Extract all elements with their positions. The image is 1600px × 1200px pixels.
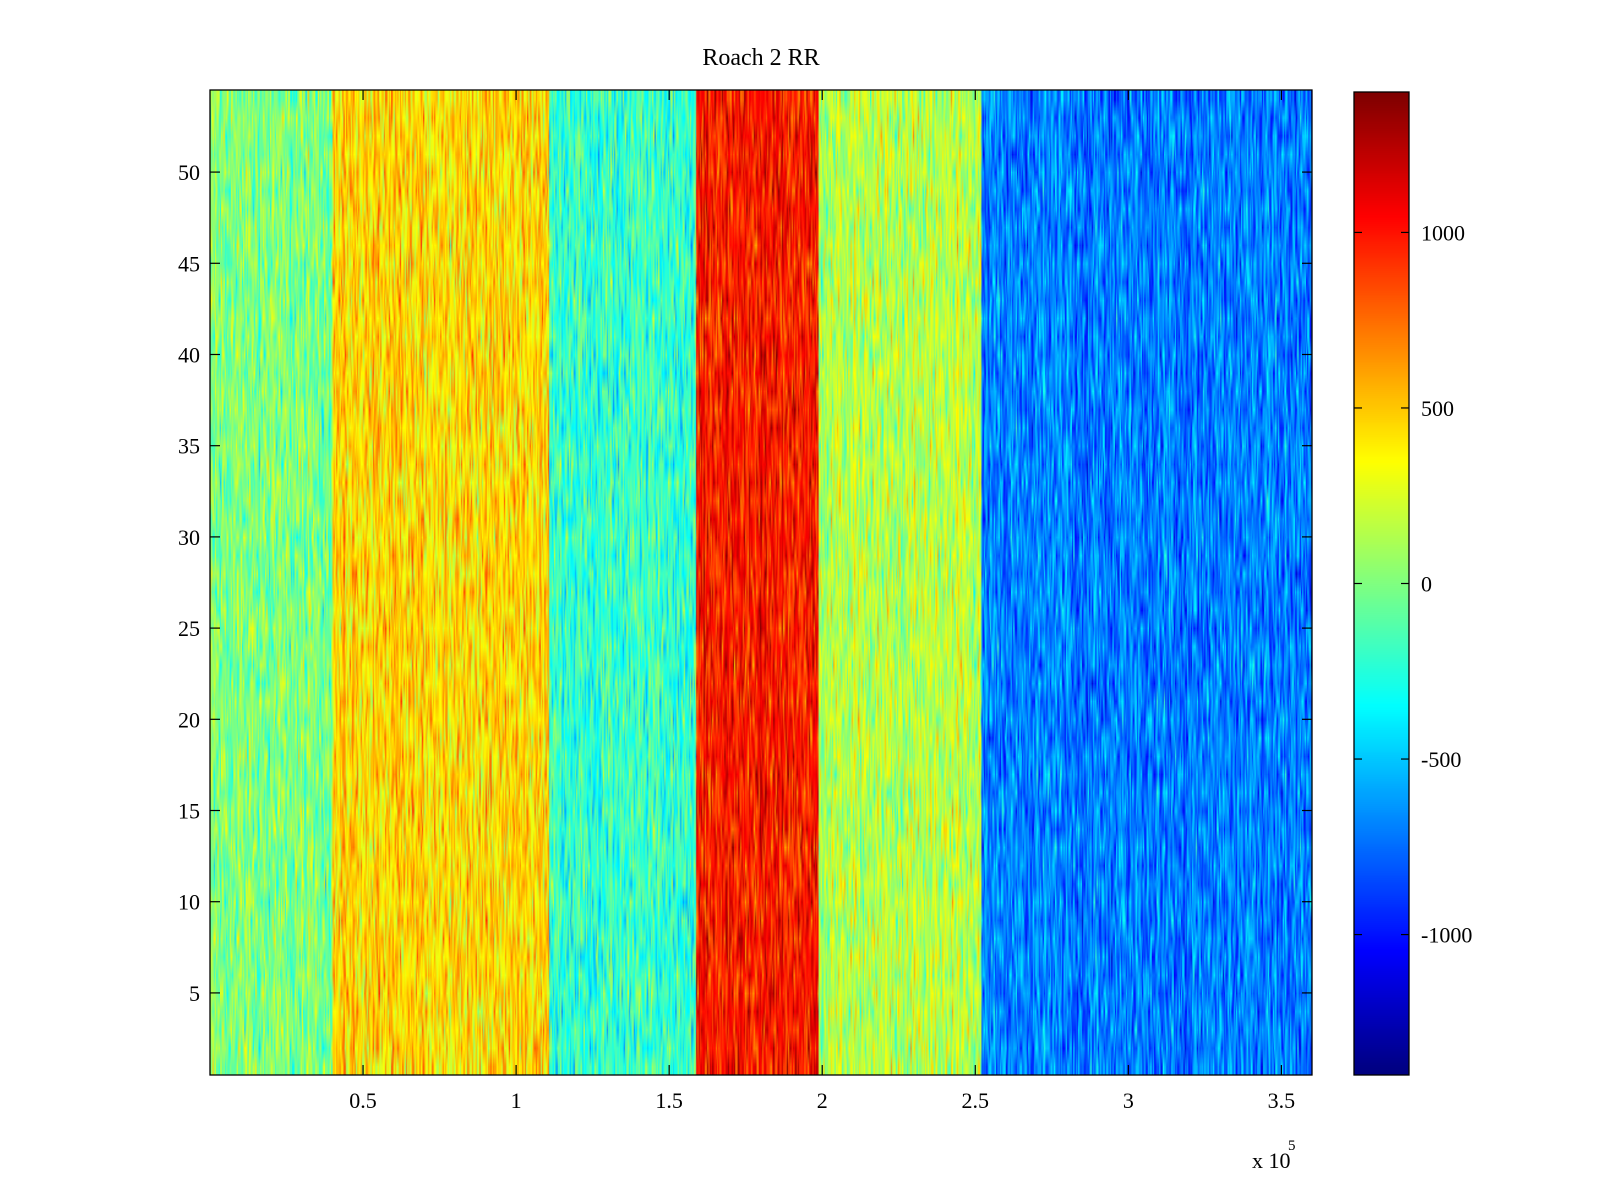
y-tick-label: 25: [178, 616, 200, 641]
y-tick-label: 5: [189, 981, 200, 1006]
x-tick-label: 2: [817, 1088, 828, 1113]
x-multiplier-label: x 10: [1252, 1148, 1291, 1173]
x-tick-label: 3: [1123, 1088, 1134, 1113]
colorbar-tick-label: -1000: [1421, 923, 1472, 948]
y-axis: 5 10 15 20 25 30 35 40 45 50: [178, 160, 1312, 1006]
x-tick-label: 0.5: [349, 1088, 377, 1113]
x-tick-label: 3.5: [1268, 1088, 1296, 1113]
chart-title: Roach 2 RR: [702, 45, 819, 71]
y-tick-label: 40: [178, 342, 200, 367]
colorbar-tick-label: 1000: [1421, 220, 1465, 245]
colorbar-tick-label: 0: [1421, 572, 1432, 597]
heatmap-plot-area: [209, 89, 1313, 1076]
x-tick-label: 1.5: [655, 1088, 683, 1113]
y-tick-label: 10: [178, 890, 200, 915]
colorbar-tick-label: 500: [1421, 396, 1454, 421]
x-tick-label: 2.5: [962, 1088, 990, 1113]
colorbar-tick-label: -500: [1421, 747, 1461, 772]
colorbar-ticks: 1000 500 0 -500 -1000: [1354, 220, 1472, 948]
x-multiplier-exponent: 5: [1288, 1138, 1296, 1154]
x-axis: 0.5 1 1.5 2 2.5 3 3.5: [349, 90, 1295, 1113]
y-tick-label: 45: [178, 251, 200, 276]
colorbar-gradient: [1354, 92, 1409, 1075]
x-tick-label: 1: [511, 1088, 522, 1113]
y-tick-label: 35: [178, 434, 200, 459]
plot-frame: [209, 89, 1313, 1076]
heatmap-image: [210, 90, 1312, 1075]
y-tick-label: 30: [178, 525, 200, 550]
y-tick-label: 20: [178, 707, 200, 732]
colorbar: 1000 500 0 -500 -1000: [1353, 91, 1472, 1076]
y-tick-label: 50: [178, 160, 200, 185]
y-tick-label: 15: [178, 799, 200, 824]
